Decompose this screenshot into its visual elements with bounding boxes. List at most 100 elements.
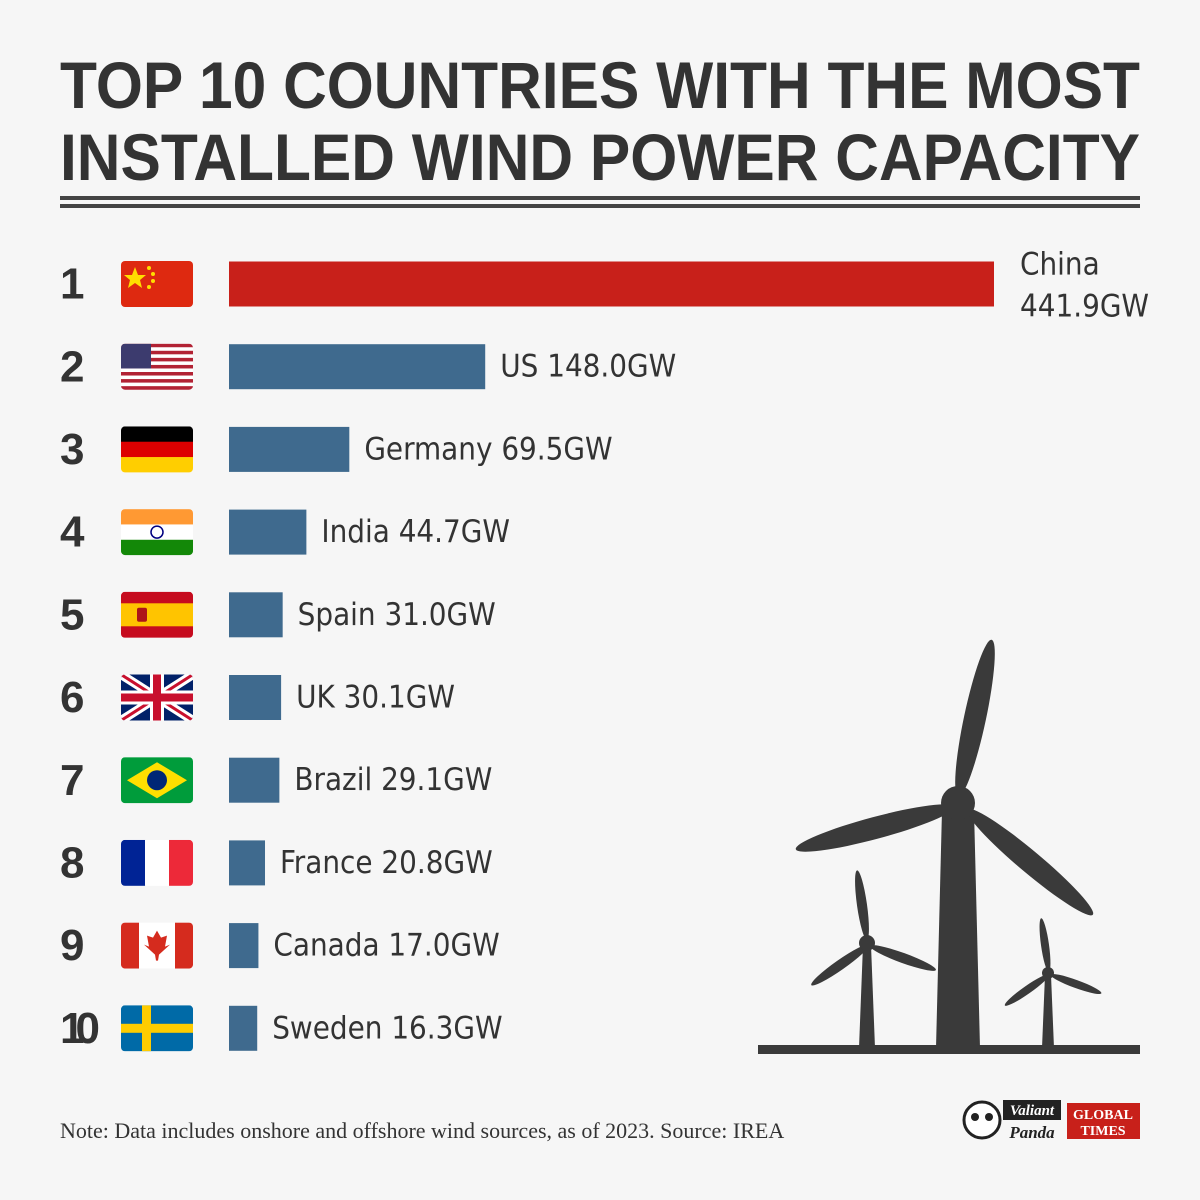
flag-part [151, 272, 155, 276]
value-label: 17.0GW [388, 927, 499, 963]
flag [121, 839, 193, 886]
rank: 9 [60, 921, 84, 970]
bar-label: Spain 31.0GW [298, 596, 496, 632]
flag-part [121, 379, 193, 383]
value-label: 31.0GW [384, 596, 495, 632]
bar-label: India 44.7GW [321, 514, 510, 550]
flag-body [121, 757, 193, 804]
value-label: 16.3GW [391, 1010, 502, 1046]
flag-part [121, 524, 193, 541]
rank: 4 [60, 508, 85, 557]
flag-part [121, 368, 193, 373]
flag-part [121, 457, 193, 473]
bar [229, 675, 282, 720]
category-label: Canada [273, 927, 379, 963]
flag-body [121, 426, 193, 473]
title-line: INSTALLED WIND POWER CAPACITY [60, 120, 1140, 194]
logo-text: GLOBAL [1073, 1108, 1133, 1123]
rule [60, 196, 1140, 200]
flag-part [121, 509, 193, 525]
rank: 6 [60, 673, 84, 722]
flag-part [147, 285, 151, 289]
flag [121, 674, 193, 721]
bar-label: Canada 17.0GW [273, 927, 499, 963]
rank: 8 [60, 839, 84, 888]
flag-part [137, 607, 147, 622]
flag-part [151, 279, 155, 283]
bar-label: France 20.8GW [280, 844, 493, 880]
logo-text: Valiant [1010, 1103, 1055, 1119]
category-label: Germany [364, 431, 492, 467]
flag [121, 509, 193, 556]
category-label: Spain [298, 596, 376, 632]
flag-part [145, 839, 170, 886]
flag [121, 1005, 193, 1052]
bar-label: Brazil 29.1GW [294, 762, 492, 798]
bar [229, 923, 259, 969]
flag-part [121, 347, 193, 352]
bar [229, 592, 283, 638]
flag-part [144, 930, 170, 961]
flag-body [121, 261, 193, 307]
flag-part [121, 539, 193, 556]
value-label: 20.8GW [381, 844, 492, 880]
logo-text: TIMES [1080, 1124, 1125, 1139]
flag-body [121, 1005, 193, 1052]
value-label: 69.5GW [501, 431, 612, 467]
value-label: 441.9GW [1020, 289, 1149, 325]
flag-body [121, 591, 193, 638]
rule [60, 204, 1140, 208]
bar [229, 509, 307, 555]
rank: 5 [60, 590, 84, 639]
note: Note: Data includes onshore and offshore… [60, 1118, 784, 1143]
bar-label: UK 30.1GW [296, 679, 455, 715]
rank: 3 [60, 425, 84, 474]
flag-part [147, 266, 151, 270]
flag-part [121, 361, 193, 366]
flag-part [121, 1023, 193, 1033]
bar [229, 261, 994, 307]
flag [121, 922, 193, 969]
bar-label: Germany 69.5GW [364, 431, 612, 467]
flag [121, 591, 193, 638]
value-label: 30.1GW [344, 679, 455, 715]
rank: 10 [60, 1004, 100, 1053]
rank: 1 [60, 260, 84, 309]
flag-part [121, 354, 193, 359]
category-label: France [280, 844, 373, 880]
flag-part [121, 603, 193, 627]
flag-body [121, 839, 193, 886]
category-label: Sweden [272, 1010, 382, 1046]
bar [229, 1005, 258, 1051]
flag [121, 426, 193, 473]
turbines [758, 639, 1140, 1054]
bar [229, 757, 280, 803]
flag-part [150, 525, 164, 539]
flag-part [169, 839, 193, 886]
flag [121, 757, 193, 804]
category-label: Brazil [294, 762, 372, 798]
value-label: 29.1GW [381, 762, 492, 798]
flag-part [121, 441, 193, 458]
category-label: UK [296, 679, 335, 715]
flag-part [147, 770, 167, 791]
flag-part [175, 922, 193, 969]
rank: 7 [60, 756, 84, 805]
bar [229, 840, 266, 886]
flag-part [121, 343, 193, 348]
flag-part [121, 357, 193, 362]
flag-part [124, 267, 146, 288]
bar-label: Sweden 16.3GW [272, 1010, 502, 1046]
flag-part [121, 350, 193, 355]
bar [229, 344, 486, 390]
flag-part [121, 674, 193, 721]
value-label: 148.0GW [547, 348, 676, 384]
category-label: China [1020, 247, 1100, 283]
flag-part [121, 839, 146, 886]
flag-body [121, 509, 193, 556]
logos: Valiant Panda GLOBAL TIMES [962, 1100, 1140, 1142]
flag-body [121, 343, 193, 390]
logo-text: Panda [1008, 1123, 1055, 1142]
value-label: 44.7GW [399, 514, 510, 550]
